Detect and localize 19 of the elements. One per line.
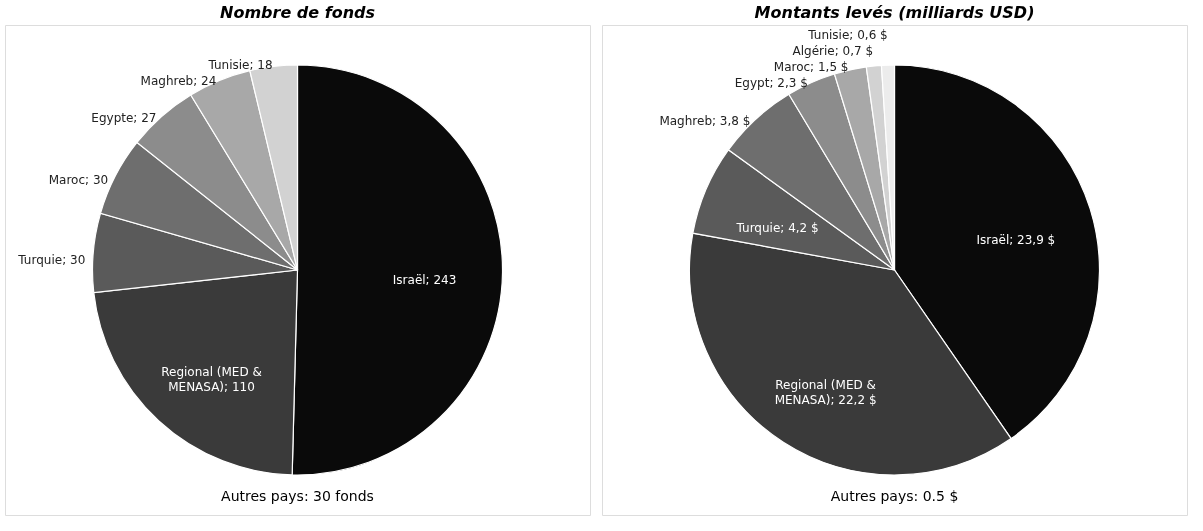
slice-label: Tunisie; 18 <box>207 58 273 73</box>
slice-label: Egypt; 2,3 $ <box>734 76 808 91</box>
slice-label: Maroc; 1,5 $ <box>773 60 849 75</box>
chart-title: Montants levés (milliards USD) <box>754 3 1035 22</box>
slice-label: Tunisie; 0,6 $ <box>807 28 888 43</box>
slice-label: Regional (MED & MENASA); 22,2 $ <box>774 377 877 407</box>
slice-label: Maghreb; 3,8 $ <box>659 114 751 129</box>
slice-label: Maghreb; 24 <box>140 74 217 89</box>
slice-label: Algérie; 0,7 $ <box>792 44 874 59</box>
slice-label: Israël; 243 <box>392 272 457 287</box>
slice-label: Israël; 23,9 $ <box>976 233 1056 248</box>
text: Autres pays: 0.5 $ <box>830 488 959 504</box>
chart-title: Nombre de fonds <box>219 3 376 22</box>
slice-label: Regional (MED & MENASA); 110 <box>161 364 262 394</box>
slice-label: Turquie; 30 <box>17 252 86 267</box>
slice-label: Turquie; 4,2 $ <box>735 221 819 236</box>
slice-label: Egypte; 27 <box>91 111 157 126</box>
slice-label: Maroc; 30 <box>48 173 109 188</box>
text: Autres pays: 30 fonds <box>221 488 374 504</box>
